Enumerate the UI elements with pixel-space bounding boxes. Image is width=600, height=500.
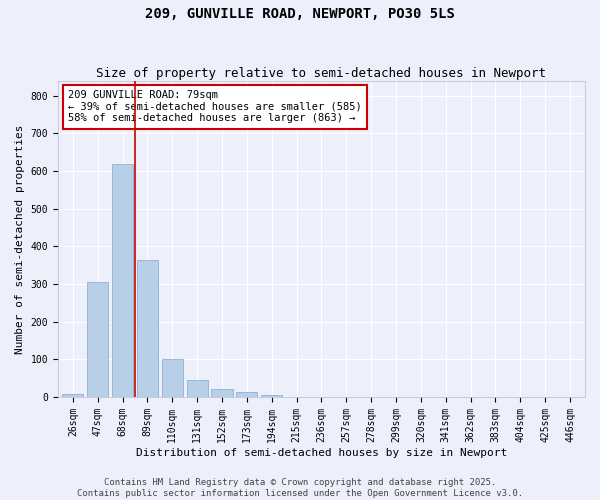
Y-axis label: Number of semi-detached properties: Number of semi-detached properties bbox=[15, 124, 25, 354]
X-axis label: Distribution of semi-detached houses by size in Newport: Distribution of semi-detached houses by … bbox=[136, 448, 507, 458]
Bar bbox=[187, 380, 208, 397]
Text: Contains HM Land Registry data © Crown copyright and database right 2025.
Contai: Contains HM Land Registry data © Crown c… bbox=[77, 478, 523, 498]
Bar bbox=[112, 164, 133, 397]
Bar bbox=[137, 260, 158, 397]
Bar bbox=[261, 395, 282, 397]
Text: 209, GUNVILLE ROAD, NEWPORT, PO30 5LS: 209, GUNVILLE ROAD, NEWPORT, PO30 5LS bbox=[145, 8, 455, 22]
Bar bbox=[162, 360, 183, 397]
Bar bbox=[87, 282, 108, 397]
Text: 209 GUNVILLE ROAD: 79sqm
← 39% of semi-detached houses are smaller (585)
58% of : 209 GUNVILLE ROAD: 79sqm ← 39% of semi-d… bbox=[68, 90, 362, 124]
Title: Size of property relative to semi-detached houses in Newport: Size of property relative to semi-detach… bbox=[97, 66, 547, 80]
Bar bbox=[62, 394, 83, 397]
Bar bbox=[236, 392, 257, 397]
Bar bbox=[211, 390, 233, 397]
